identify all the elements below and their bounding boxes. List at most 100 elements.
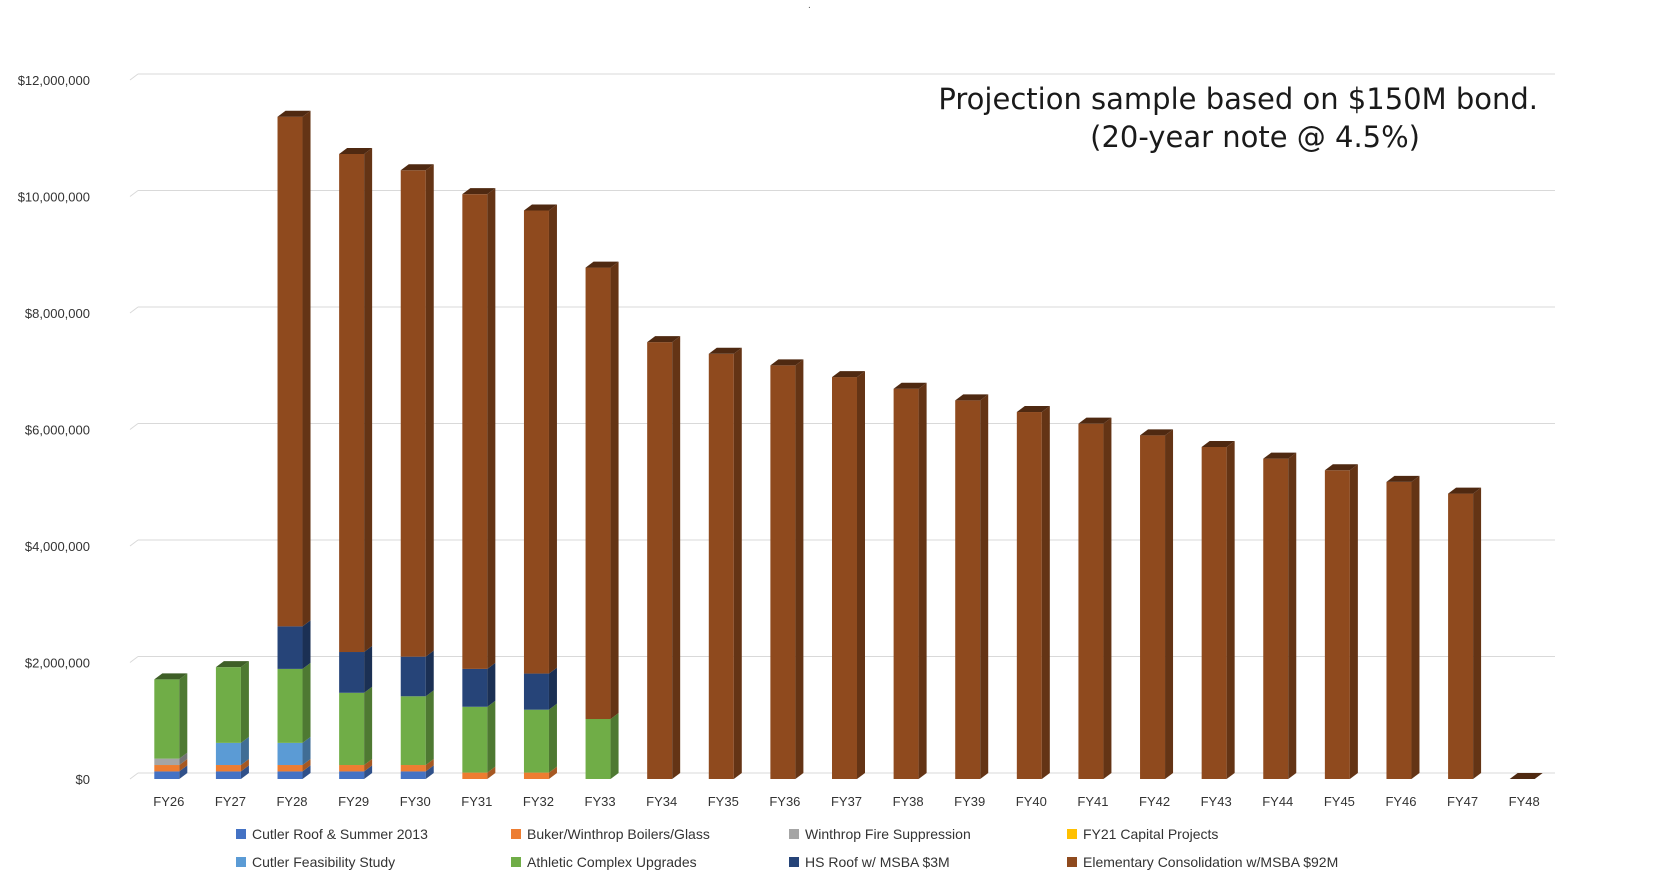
bar-fy40 xyxy=(1016,406,1050,779)
bar-segment xyxy=(339,652,365,693)
x-tick-label: FY28 xyxy=(276,794,307,809)
bar-segment xyxy=(1448,493,1474,779)
bar-segment-side xyxy=(425,164,434,657)
bar-segment-side xyxy=(240,759,249,772)
bar-segment xyxy=(523,772,549,779)
bar-segment xyxy=(585,719,611,779)
legend-item: Cutler Feasibility Study xyxy=(236,854,511,870)
x-tick-label: FY31 xyxy=(461,794,492,809)
legend-item: HS Roof w/ MSBA $3M xyxy=(789,854,1067,870)
bar-segment xyxy=(400,170,426,657)
bar-segment xyxy=(585,267,611,720)
bar-segment xyxy=(647,342,673,779)
bar-segment xyxy=(339,771,365,779)
bar-segment-side xyxy=(302,759,311,772)
bar-fy38 xyxy=(893,382,927,779)
gridline-edge xyxy=(129,539,139,547)
bar-segment-side xyxy=(487,700,496,773)
bar-segment xyxy=(400,656,426,697)
bar-top xyxy=(955,394,989,401)
bar-top xyxy=(1448,487,1482,494)
legend-swatch xyxy=(236,857,246,867)
bar-segment xyxy=(277,742,303,766)
bar-top xyxy=(1016,406,1050,413)
bar-top xyxy=(893,382,927,389)
bar-fy34 xyxy=(647,336,681,779)
y-tick-label: $8,000,000 xyxy=(25,306,90,321)
bar-segment xyxy=(154,765,180,772)
bar-segment-side xyxy=(179,673,188,759)
y-tick-label: $4,000,000 xyxy=(25,539,90,554)
bar-segment xyxy=(523,210,549,674)
x-tick-label: FY48 xyxy=(1509,794,1540,809)
legend-swatch xyxy=(789,829,799,839)
bar-top xyxy=(1201,440,1235,447)
bar-segment xyxy=(339,765,365,772)
bar-segment-side xyxy=(548,766,557,779)
bar-segment xyxy=(1078,423,1104,779)
bar-fy44 xyxy=(1263,452,1297,779)
bar-fy30 xyxy=(400,164,434,779)
bar-fy47 xyxy=(1448,487,1482,779)
bar-segment-side xyxy=(610,713,619,779)
bar-segment xyxy=(523,673,549,710)
legend-item: Buker/Winthrop Boilers/Glass xyxy=(511,826,789,842)
bar-segment-side xyxy=(610,261,619,720)
bar-segment-side xyxy=(364,759,373,772)
gridline-edge xyxy=(129,423,139,430)
legend-label: Winthrop Fire Suppression xyxy=(805,826,971,842)
gridline-edge xyxy=(129,772,139,780)
bar-segment-side xyxy=(1411,475,1420,779)
bar-segment-side xyxy=(364,765,373,779)
bar-segment-side xyxy=(548,703,557,773)
x-axis-tick-labels: FY26 FY27 FY28 FY29 FY30 FY31 FY32 FY33 FY34 FY35… xyxy=(153,794,1539,809)
bar-segment xyxy=(462,668,488,707)
x-tick-label: FY43 xyxy=(1201,794,1232,809)
x-tick-label: FY37 xyxy=(831,794,862,809)
bar-fy33 xyxy=(585,261,619,779)
bar-segment-side xyxy=(1349,464,1358,779)
x-tick-label: FY35 xyxy=(708,794,739,809)
bar-top xyxy=(154,673,188,680)
legend-label: FY21 Capital Projects xyxy=(1083,826,1219,842)
bar-segment-side xyxy=(487,188,496,669)
bar-fy46 xyxy=(1386,475,1420,779)
bar-fy28 xyxy=(277,110,311,779)
x-tick-label: FY30 xyxy=(400,794,431,809)
bar-segment-side xyxy=(548,667,557,710)
annotation-line-2: (20-year note @ 4.5%) xyxy=(1090,120,1420,154)
bar-segment-side xyxy=(1288,452,1297,779)
bar-segment xyxy=(1324,470,1350,779)
bar-top xyxy=(339,147,373,154)
bar-segment-side xyxy=(240,736,249,766)
bar-segment xyxy=(154,758,180,766)
bar-segment-side xyxy=(672,336,681,779)
bar-top xyxy=(1509,773,1543,779)
x-tick-label: FY29 xyxy=(338,794,369,809)
bar-segment xyxy=(154,771,180,779)
x-tick-label: FY34 xyxy=(646,794,677,809)
legend-item: Elementary Consolidation w/MSBA $92M xyxy=(1067,854,1367,870)
bar-segment xyxy=(215,667,241,743)
bar-segment xyxy=(339,692,365,766)
legend-label: Cutler Roof & Summer 2013 xyxy=(252,826,428,842)
bar-segment xyxy=(1263,458,1289,779)
bar-fy36 xyxy=(770,359,804,779)
bar-segment-side xyxy=(1226,440,1235,779)
bar-segment xyxy=(154,679,180,759)
bar-fy42 xyxy=(1140,429,1174,779)
bar-segment xyxy=(832,377,857,779)
x-tick-label: FY46 xyxy=(1385,794,1416,809)
bar-top xyxy=(400,164,434,171)
bar-top xyxy=(1078,417,1112,424)
bar-segment-side xyxy=(795,359,804,779)
legend-item: Cutler Roof & Summer 2013 xyxy=(236,826,511,842)
y-tick-label: $0 xyxy=(76,772,90,787)
bar-segment-side xyxy=(302,662,311,743)
bar-top xyxy=(215,661,249,668)
bar-segment xyxy=(1201,446,1227,779)
bar-segment xyxy=(277,668,303,743)
x-tick-label: FY26 xyxy=(153,794,184,809)
x-tick-label: FY39 xyxy=(954,794,985,809)
